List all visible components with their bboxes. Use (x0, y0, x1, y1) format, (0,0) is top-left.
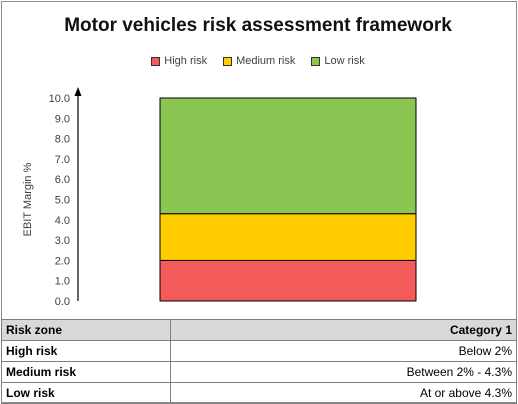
risk-zone-table: Risk zone Category 1 High risk Below 2% … (1, 319, 517, 404)
legend-label-high: High risk (164, 55, 208, 67)
legend-item-low: Low risk (311, 55, 365, 67)
bar-segments (159, 97, 417, 302)
table-header-row: Risk zone Category 1 (1, 319, 517, 341)
chart-title: Motor vehicles risk assessment framework (64, 15, 452, 36)
row-zone-cell: Low risk (1, 382, 171, 404)
y-axis-ticks: 0.0 1.0 2.0 3.0 4.0 5.0 6.0 7.0 8.0 9.0 10.0 (49, 93, 70, 308)
stacked-bar-chart: 0.0 1.0 2.0 3.0 4.0 5.0 6.0 7.0 8.0 9.0 10.0 EBIT … (22, 87, 417, 308)
header-risk-zone: Risk zone (1, 319, 171, 341)
chart-legend: High risk Medium risk Low risk (0, 55, 516, 67)
legend-swatch-medium (223, 56, 233, 66)
row-category-cell: Below 2% (170, 340, 517, 362)
y-tick-label: 4.0 (55, 215, 70, 227)
row-category-cell: At or above 4.3% (170, 382, 517, 404)
bar-segment-medium (159, 213, 417, 261)
legend-label-low: Low risk (324, 55, 365, 67)
bar-segment-low (159, 97, 417, 215)
legend-label-medium: Medium risk (236, 55, 296, 67)
legend-swatch-low (311, 56, 321, 66)
bar-segment-high (159, 259, 417, 302)
legend-item-high: High risk (151, 55, 207, 67)
y-tick-label: 0.0 (55, 296, 70, 308)
row-category-cell: Between 2% - 4.3% (170, 361, 517, 383)
legend-swatch-high (151, 56, 161, 66)
table-row: High risk Below 2% (1, 340, 517, 362)
y-tick-label: 2.0 (55, 255, 70, 267)
y-tick-label: 7.0 (55, 154, 70, 166)
y-axis-arrow (74, 87, 82, 96)
table-row: Medium risk Between 2% - 4.3% (1, 361, 517, 383)
y-tick-label: 10.0 (49, 93, 70, 105)
y-tick-label: 3.0 (55, 235, 70, 247)
header-category: Category 1 (170, 319, 517, 341)
y-tick-label: 1.0 (55, 276, 70, 288)
y-tick-label: 6.0 (55, 174, 70, 186)
row-zone-cell: High risk (1, 340, 171, 362)
y-tick-label: 5.0 (55, 195, 70, 207)
row-zone-cell: Medium risk (1, 361, 171, 383)
y-tick-label: 8.0 (55, 134, 70, 146)
y-axis-title: EBIT Margin % (22, 162, 34, 236)
table-row: Low risk At or above 4.3% (1, 382, 517, 404)
legend-item-medium: Medium risk (223, 55, 295, 67)
y-tick-label: 9.0 (55, 113, 70, 125)
